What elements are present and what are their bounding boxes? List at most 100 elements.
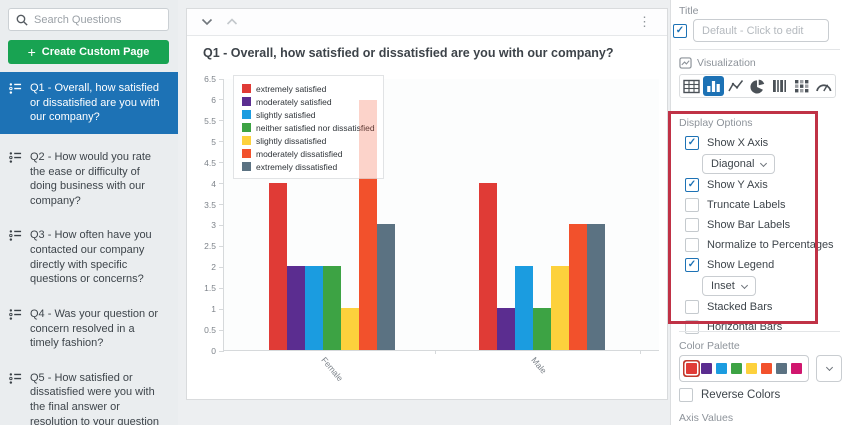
option-normalize-to-percentages[interactable]: Normalize to Percentages: [685, 236, 834, 253]
y-axis-tick-label: 6: [211, 94, 216, 105]
checkbox-truncate-labels[interactable]: [685, 197, 699, 212]
x-category-label: Female: [319, 355, 346, 384]
x-axis-tick: [640, 350, 641, 354]
checkbox-show-legend[interactable]: ✓: [685, 257, 699, 272]
checkbox-show-x-axis[interactable]: ✓: [685, 135, 699, 150]
option-show-x-axis[interactable]: ✓ Show X Axis: [685, 134, 834, 151]
palette-swatch[interactable]: [701, 363, 712, 374]
dropdown-diagonal[interactable]: Diagonal: [702, 154, 776, 174]
option-show-y-axis[interactable]: ✓ Show Y Axis: [685, 176, 834, 193]
option-horizontal-bars[interactable]: Horizontal Bars: [685, 318, 834, 335]
question-list-icon: [9, 229, 23, 287]
palette-swatch[interactable]: [746, 363, 757, 374]
option-show-bar-labels[interactable]: Show Bar Labels: [685, 216, 834, 233]
bar-female-slightly-dissatisfied[interactable]: [341, 308, 359, 350]
viz-gauge-icon[interactable]: [813, 76, 834, 96]
option-truncate-labels[interactable]: Truncate Labels: [685, 196, 834, 213]
checkbox-normalize-to-percentages[interactable]: [685, 237, 699, 252]
sidebar-item-q2[interactable]: Q2 - How would you rate the ease or diff…: [0, 144, 178, 215]
palette-swatch[interactable]: [791, 363, 802, 374]
reverse-colors-checkbox[interactable]: [679, 388, 693, 402]
display-options-label: Display Options: [679, 117, 753, 129]
bar-male-extremely-dissatisfied[interactable]: [587, 224, 605, 350]
palette-swatch[interactable]: [716, 363, 727, 374]
option-label: Show Legend: [707, 258, 775, 271]
y-axis-tick: [219, 266, 224, 268]
palette-swatch[interactable]: [686, 363, 697, 374]
legend-swatch: [242, 149, 251, 158]
palette-swatch[interactable]: [761, 363, 772, 374]
chart-card-header: ⋮: [187, 9, 667, 36]
bar-female-moderately-satisfied[interactable]: [287, 266, 305, 350]
legend-item[interactable]: slightly dissatisfied: [242, 134, 375, 147]
chevron-down-icon: [825, 363, 833, 372]
bar-male-slightly-dissatisfied[interactable]: [551, 266, 569, 350]
legend-item[interactable]: slightly satisfied: [242, 108, 375, 121]
bar-female-neither-satisfied-nor-dissatisfied[interactable]: [323, 266, 341, 350]
legend-item[interactable]: moderately dissatisfied: [242, 147, 375, 160]
viz-table-icon[interactable]: [681, 76, 702, 96]
sidebar-item-label: Q2 - How would you rate the ease or diff…: [30, 150, 152, 207]
visualization-icon: [679, 57, 692, 69]
palette-swatch[interactable]: [731, 363, 742, 374]
viz-line-chart-icon[interactable]: [725, 76, 746, 96]
bar-female-extremely-dissatisfied[interactable]: [377, 224, 395, 350]
create-custom-page-button[interactable]: + Create Custom Page: [8, 40, 169, 64]
legend-label: slightly satisfied: [256, 109, 316, 120]
legend-swatch: [242, 162, 251, 171]
title-input[interactable]: [693, 19, 829, 42]
option-show-legend[interactable]: ✓ Show Legend: [685, 256, 834, 273]
viz-bar-chart-icon[interactable]: [703, 76, 724, 96]
palette-dropdown-button[interactable]: [816, 355, 842, 382]
y-axis-tick: [219, 120, 224, 122]
x-axis-tick: [435, 350, 436, 354]
legend-item[interactable]: neither satisfied nor dissatisfied: [242, 121, 375, 134]
y-axis-tick-label: 2: [211, 262, 216, 273]
legend-item[interactable]: extremely satisfied: [242, 82, 375, 95]
bar-female-moderately-dissatisfied[interactable]: [359, 178, 377, 350]
y-axis-tick: [219, 245, 224, 247]
dropdown-inset[interactable]: Inset: [702, 276, 756, 296]
legend-item[interactable]: moderately satisfied: [242, 95, 375, 108]
sidebar-item-label: Q5 - How satisfied or dissatisfied were …: [30, 371, 160, 425]
x-category-label: Male: [529, 355, 549, 376]
sidebar-item-q4[interactable]: Q4 - Was your question or concern resolv…: [0, 301, 178, 357]
search-box[interactable]: [8, 8, 169, 31]
palette-swatch[interactable]: [776, 363, 787, 374]
bar-female-extremely-satisfied[interactable]: [269, 182, 287, 350]
question-list-icon: [9, 308, 23, 351]
plus-icon: +: [27, 43, 36, 60]
sidebar-item-q3[interactable]: Q3 - How often have you contacted our co…: [0, 222, 178, 293]
sidebar-item-label: Q4 - Was your question or concern resolv…: [30, 307, 158, 350]
checkbox-show-bar-labels[interactable]: [685, 217, 699, 232]
option-stacked-bars[interactable]: Stacked Bars: [685, 298, 834, 315]
checkbox-show-y-axis[interactable]: ✓: [685, 177, 699, 192]
bar-male-slightly-satisfied[interactable]: [515, 266, 533, 350]
question-list-icon: [9, 151, 23, 209]
bar-male-moderately-satisfied[interactable]: [497, 308, 515, 350]
kebab-menu-icon[interactable]: ⋮: [638, 14, 651, 29]
bar-male-neither-satisfied-nor-dissatisfied[interactable]: [533, 308, 551, 350]
legend-item[interactable]: extremely dissatisfied: [242, 160, 375, 173]
bar-male-moderately-dissatisfied[interactable]: [569, 224, 587, 350]
legend-label: extremely satisfied: [256, 83, 327, 94]
legend-swatch: [242, 110, 251, 119]
option-label: Stacked Bars: [707, 300, 773, 313]
legend-swatch: [242, 84, 251, 93]
search-input[interactable]: [34, 13, 161, 26]
bar-male-extremely-satisfied[interactable]: [479, 182, 497, 350]
title-checkbox[interactable]: ✓: [673, 23, 687, 38]
viz-mosaic-icon[interactable]: [791, 76, 812, 96]
checkbox-stacked-bars[interactable]: [685, 299, 699, 314]
chevron-up-icon[interactable]: [226, 18, 238, 26]
chevron-down-icon[interactable]: [201, 18, 213, 26]
sidebar-item-q5[interactable]: Q5 - How satisfied or dissatisfied were …: [0, 365, 178, 425]
viz-stacked-column-icon[interactable]: [769, 76, 790, 96]
viz-pie-chart-icon[interactable]: [747, 76, 768, 96]
sidebar-item-q1[interactable]: Q1 - Overall, how satisfied or dissatisf…: [0, 72, 178, 134]
option-label: Show X Axis: [707, 136, 769, 149]
bar-female-slightly-satisfied[interactable]: [305, 266, 323, 350]
chart-legend: extremely satisfied moderately satisfied s…: [233, 75, 384, 179]
y-axis-tick-label: 0.5: [204, 325, 216, 336]
y-axis-tick-label: 1.5: [204, 283, 216, 294]
